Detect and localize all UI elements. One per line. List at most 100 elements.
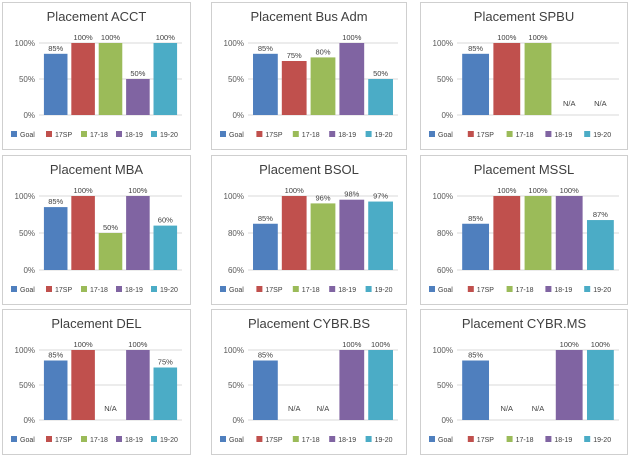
legend-label: 17SP	[55, 132, 72, 139]
data-label: 100%	[497, 33, 517, 42]
legend-swatch	[46, 286, 52, 292]
legend-swatch	[365, 436, 372, 442]
y-tick-label: 50%	[19, 381, 35, 390]
legend-label: 19-20	[160, 132, 178, 139]
bar-chart: Placement CYBR.MS 0% 50% 100% 85% N/A N/A 100% 1…	[429, 316, 619, 444]
data-label: 75%	[287, 51, 302, 60]
legend-swatch	[506, 286, 513, 292]
data-label: 85%	[258, 214, 273, 223]
legend-label: 17-18	[516, 287, 534, 294]
data-label: 87%	[593, 210, 608, 219]
legend-swatch	[584, 436, 591, 442]
bar-18-19	[126, 350, 150, 420]
legend-label: 17-18	[516, 132, 534, 139]
bar-goal	[462, 223, 490, 270]
legend-swatch	[256, 131, 263, 137]
data-label: 100%	[342, 33, 362, 42]
legend-swatch	[220, 131, 226, 137]
data-label: 100%	[342, 340, 362, 349]
bar-17sp	[71, 196, 95, 270]
bar-goal	[253, 360, 278, 420]
legend-label: Goal	[438, 132, 453, 139]
data-label: 100%	[497, 186, 517, 195]
bar-chart: Placement SPBU 0% 50% 100% 85% 100% 100% N/A N/A…	[429, 9, 619, 139]
bar-goal	[253, 223, 278, 270]
bar-19-20	[586, 350, 614, 420]
legend-label: Goal	[229, 437, 244, 444]
data-label: 80%	[315, 47, 330, 56]
legend-swatch	[151, 436, 157, 442]
legend-label: 18-19	[338, 437, 356, 444]
legend-swatch	[256, 436, 263, 442]
data-label: 100%	[74, 186, 94, 195]
bar-17sp	[281, 196, 307, 270]
data-label: 85%	[258, 351, 273, 360]
legend-label: 18-19	[125, 437, 143, 444]
legend-swatch	[256, 286, 263, 292]
bar-19-20	[368, 201, 393, 270]
legend-label: 18-19	[125, 132, 143, 139]
chart-title: Placement DEL	[51, 316, 141, 331]
legend-swatch	[584, 286, 591, 292]
legend-swatch	[151, 131, 157, 137]
bar-17sp	[71, 43, 95, 115]
legend-swatch	[429, 436, 435, 442]
data-label: 100%	[371, 340, 391, 349]
y-tick-label: 50%	[19, 75, 35, 84]
bar-18-19	[555, 196, 583, 270]
y-tick-label: 0%	[232, 111, 244, 120]
y-tick-label: 80%	[437, 229, 453, 238]
bar-goal	[253, 53, 278, 115]
data-label: 85%	[468, 351, 483, 360]
data-label: 100%	[74, 33, 94, 42]
data-label: 75%	[158, 358, 173, 367]
data-label: 100%	[101, 33, 121, 42]
data-label: 50%	[103, 223, 118, 232]
legend-swatch	[220, 286, 226, 292]
bar-18-19	[126, 79, 150, 115]
legend-swatch	[292, 286, 299, 292]
bar-17sp	[71, 350, 95, 420]
legend-swatch	[116, 436, 122, 442]
chart-panel: Placement Bus Adm 0% 50% 100% 85% 75% 80% 100% 5…	[211, 2, 407, 150]
legend-label: 19-20	[375, 132, 393, 139]
data-label: 100%	[74, 340, 94, 349]
legend-swatch	[365, 286, 372, 292]
legend-label: 17-18	[90, 132, 108, 139]
chart-title: Placement SPBU	[474, 9, 574, 24]
legend-swatch	[81, 286, 87, 292]
data-label: 98%	[344, 190, 359, 199]
data-label: 100%	[285, 186, 305, 195]
data-label-na: N/A	[104, 404, 117, 413]
legend-swatch	[545, 286, 552, 292]
legend-label: Goal	[20, 132, 35, 139]
bar-chart: Placement ACCT 0% 50% 100% 85% 100% 100% 50% 100…	[11, 9, 182, 139]
legend-label: Goal	[20, 437, 35, 444]
data-label-na: N/A	[532, 404, 545, 413]
bar-goal	[462, 53, 490, 115]
data-label: 85%	[468, 214, 483, 223]
data-label: 50%	[373, 69, 388, 78]
data-label: 100%	[560, 186, 580, 195]
bar-17sp	[281, 61, 307, 115]
y-tick-label: 0%	[232, 416, 244, 425]
bar-chart: Placement BSOL 60% 80% 100% 85% 100% 96% 98% 97%…	[220, 162, 398, 294]
data-label-na: N/A	[563, 99, 576, 108]
legend-label: Goal	[20, 287, 35, 294]
legend-label: 17-18	[302, 287, 320, 294]
legend-label: 17-18	[302, 437, 320, 444]
legend-label: 18-19	[125, 287, 143, 294]
legend-label: 17-18	[90, 287, 108, 294]
y-tick-label: 100%	[433, 39, 453, 48]
y-tick-label: 0%	[23, 111, 35, 120]
legend-swatch	[329, 436, 336, 442]
bar-17-18	[310, 203, 336, 270]
legend-label: 19-20	[160, 437, 178, 444]
bar-18-19	[555, 350, 583, 420]
y-tick-label: 0%	[23, 416, 35, 425]
legend-label: 17SP	[55, 437, 72, 444]
data-label: 85%	[48, 197, 63, 206]
chart-panel: Placement CYBR.BS 0% 50% 100% 85% N/A N/A 100% 1…	[211, 309, 407, 455]
legend-label: Goal	[229, 287, 244, 294]
y-tick-label: 60%	[228, 266, 244, 275]
